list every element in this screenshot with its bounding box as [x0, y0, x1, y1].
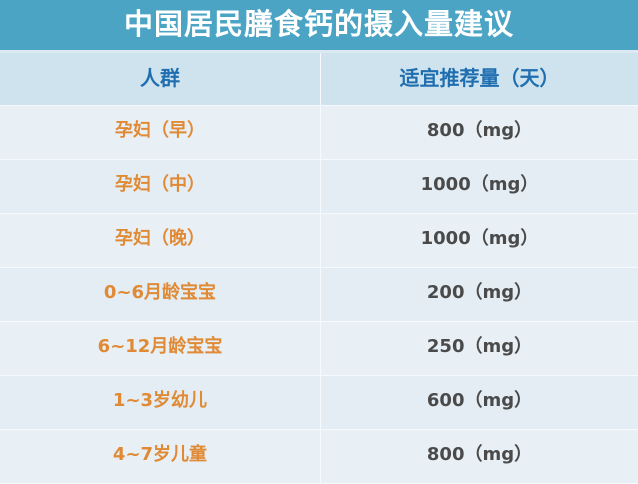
table-row: 孕妇（早） 800（mg） — [0, 106, 638, 160]
amount-cell: 1000（mg） — [320, 160, 638, 213]
group-cell: 4~7岁儿童 — [112, 443, 208, 465]
header-amount: 适宜推荐量（天） — [320, 53, 638, 105]
table-row: 4~7岁儿童 800（mg） — [0, 430, 638, 484]
amount-cell: 1000（mg） — [320, 214, 638, 267]
table-header-row: 人群 适宜推荐量（天） — [0, 53, 638, 106]
table-row: 1~3岁幼儿 600（mg） — [0, 376, 638, 430]
table-row: 孕妇（晚） 1000（mg） — [0, 214, 638, 268]
table-row: 孕妇（中） 1000（mg） — [0, 160, 638, 214]
amount-cell: 800（mg） — [320, 430, 638, 483]
group-cell: 0~6月龄宝宝 — [103, 281, 217, 303]
amount-cell: 250（mg） — [320, 322, 638, 375]
group-cell: 6~12月龄宝宝 — [97, 335, 223, 357]
group-cell: 孕妇（早） — [115, 119, 205, 141]
group-cell: 孕妇（晚） — [115, 227, 205, 249]
amount-cell: 200（mg） — [320, 268, 638, 321]
amount-cell: 800（mg） — [320, 106, 638, 159]
table-body: 孕妇（早） 800（mg） 孕妇（中） 1000（mg） 孕妇（晚） 1000（mg） 0~… — [0, 106, 638, 484]
table-title: 中国居民膳食钙的摄入量建议 — [0, 0, 638, 53]
amount-cell: 600（mg） — [320, 376, 638, 429]
header-group: 人群 — [140, 65, 180, 90]
table-row: 6~12月龄宝宝 250（mg） — [0, 322, 638, 376]
group-cell: 孕妇（中） — [115, 173, 205, 195]
table-row: 0~6月龄宝宝 200（mg） — [0, 268, 638, 322]
group-cell: 1~3岁幼儿 — [112, 389, 208, 411]
